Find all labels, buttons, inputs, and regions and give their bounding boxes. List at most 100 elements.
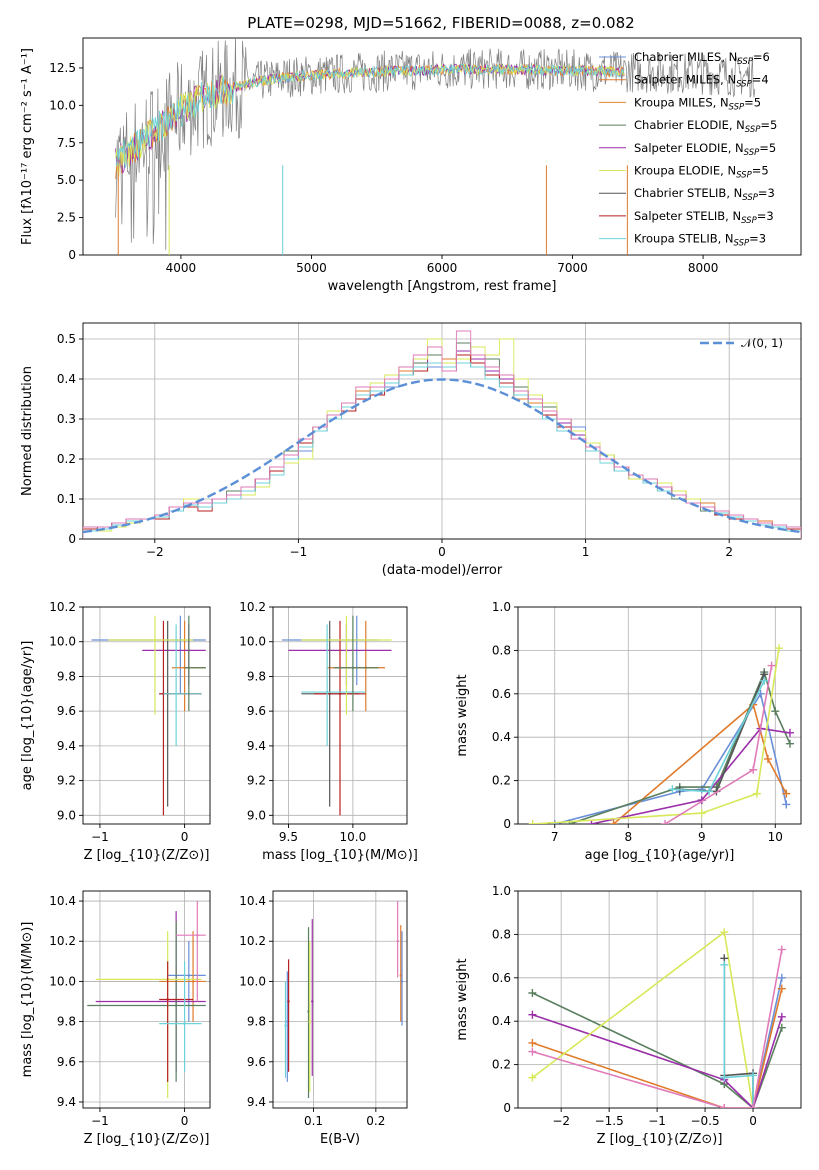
x-tick-label: 6000: [427, 261, 458, 275]
series-line: [591, 727, 791, 824]
legend-count: =5: [752, 164, 769, 178]
series-line: [724, 977, 783, 1108]
data-point: [174, 1004, 178, 1007]
y-tick-label: 5.0: [57, 173, 76, 187]
plot-area: [284, 901, 404, 1098]
data-point: [311, 1000, 314, 1003]
plus-marker: [749, 1104, 758, 1108]
y-tick-label: 10.0: [49, 635, 76, 649]
plus-marker: [760, 676, 769, 685]
legend-label: Salpeter STELIB, NSSP=3: [634, 209, 774, 226]
y-tick-label: 9.4: [247, 1095, 266, 1109]
plus-marker: [785, 739, 794, 748]
legend-count: =5: [760, 118, 777, 132]
data-point: [338, 692, 342, 695]
data-point: [396, 940, 399, 943]
y-tick-label: 0.6: [492, 687, 511, 701]
plus-marker: [785, 728, 794, 737]
x-axis-label: E(B-V): [320, 1132, 360, 1147]
plus-marker: [763, 754, 772, 763]
data-point: [174, 692, 178, 695]
legend-count: =6: [753, 50, 770, 64]
axes-frame: [82, 322, 802, 540]
legend-count: =5: [744, 95, 761, 109]
data-point: [187, 974, 191, 977]
legend-subscript: SSP: [736, 80, 752, 90]
plus-marker: [528, 1047, 537, 1056]
x-tick-label: 0: [181, 1114, 189, 1128]
y-axis-label: mass [log_{10}(M/M⊙)]: [20, 922, 35, 1078]
y-tick-label: 0.2: [492, 1058, 511, 1072]
series-line: [672, 680, 765, 793]
x-tick-label: 7000: [557, 261, 588, 275]
plus-marker: [528, 1038, 537, 1047]
y-tick-label: 0.4: [492, 1014, 511, 1028]
y-tick-label: 7.5: [57, 136, 76, 150]
plus-marker: [782, 789, 791, 798]
plus-marker: [528, 988, 537, 997]
plus-marker: [777, 973, 786, 982]
axes-frame: [272, 606, 408, 825]
x-axis-label: mass [log_{10}(M/M⊙)]: [262, 848, 418, 863]
plus-marker: [777, 945, 786, 954]
y-tick-label: 0.2: [492, 774, 511, 788]
y-tick-label: 9.0: [57, 808, 76, 822]
plot-area: [528, 644, 794, 824]
x-tick-label: 7: [551, 830, 559, 844]
legend-label: Salpeter MILES, NSSP=4: [634, 73, 769, 90]
y-tick-label: 9.0: [247, 808, 266, 822]
y-tick-label: 0.4: [57, 372, 76, 386]
gaussian-curve: [83, 378, 801, 534]
chart-age_vs_Z: −1 0 9.0 9.2 9.4 9.6 9.8 10.0 10.2 Z [log_{10}(Z/…: [20, 600, 211, 863]
x-tick-label: −1: [91, 1114, 109, 1128]
y-tick-label: 0.6: [492, 971, 511, 985]
y-tick-label: 1.0: [492, 884, 511, 898]
chart-mass_weight_vs_age: 7 8 9 10 0 0.2 0.4 0.6 0.8 1.0 age [log_{10}(age/y…: [455, 600, 802, 863]
plot-area: [282, 615, 392, 816]
figure-title: PLATE=0298, MJD=51662, FIBERID=0088, z=0…: [247, 14, 634, 32]
chart-spectrum: 4000 5000 6000 7000 8000 0 2.5 5.0 7.5 10.0 12.5 wa…: [20, 37, 802, 294]
y-tick-label: 0.8: [492, 643, 511, 657]
x-tick-label: 0: [749, 1114, 757, 1128]
data-point: [307, 1010, 310, 1013]
plus-marker: [777, 984, 786, 993]
spectrum-legend: Chabrier MILES, NSSP=6 Salpeter MILES, NS…: [599, 50, 777, 249]
data-point: [400, 980, 404, 983]
y-tick-label: 10.2: [239, 600, 266, 614]
spectrum-model-line: [115, 63, 625, 169]
data-point: [345, 638, 348, 642]
axes-frame: [82, 890, 211, 1109]
plus-marker: [774, 644, 783, 653]
x-axis-label: wavelength [Angstrom, rest frame]: [328, 279, 557, 294]
plot-area: [528, 928, 786, 1108]
data-point: [187, 666, 191, 669]
x-tick-label: 9.5: [279, 830, 298, 844]
plus-marker: [720, 928, 729, 937]
legend-label: Chabrier ELODIE, NSSP=5: [634, 118, 777, 135]
x-tick-label: 1: [582, 545, 590, 559]
data-point: [153, 638, 157, 642]
x-tick-label: −2: [146, 545, 164, 559]
legend-subscript: SSP: [734, 239, 750, 249]
data-point: [284, 1024, 287, 1027]
legend-subscript: SSP: [736, 171, 752, 181]
series-line: [532, 1013, 783, 1108]
x-tick-label: −0.5: [690, 1114, 719, 1128]
x-tick-label: −2: [552, 1114, 570, 1128]
x-tick-label: 9: [698, 830, 706, 844]
x-tick-label: −1.5: [595, 1114, 624, 1128]
plot-area: [91, 615, 206, 816]
y-tick-label: 9.2: [57, 774, 76, 788]
legend-label: Kroupa MILES, NSSP=5: [634, 95, 761, 112]
legend-count: =4: [752, 73, 769, 87]
y-tick-label: 10.0: [49, 974, 76, 988]
plus-marker: [587, 820, 596, 824]
data-point: [308, 1020, 311, 1023]
series-line: [532, 988, 783, 1108]
y-tick-label: 9.6: [57, 704, 76, 718]
legend-subscript: SSP: [744, 148, 760, 158]
y-tick-label: 1.0: [492, 600, 511, 614]
y-axis-label: age [log_{10}(age/yr)]: [20, 641, 35, 791]
chart-age_vs_mass: 9.5 10.0 9.0 9.2 9.4 9.6 9.8 10.0 10.2 mass [log_…: [239, 600, 418, 863]
